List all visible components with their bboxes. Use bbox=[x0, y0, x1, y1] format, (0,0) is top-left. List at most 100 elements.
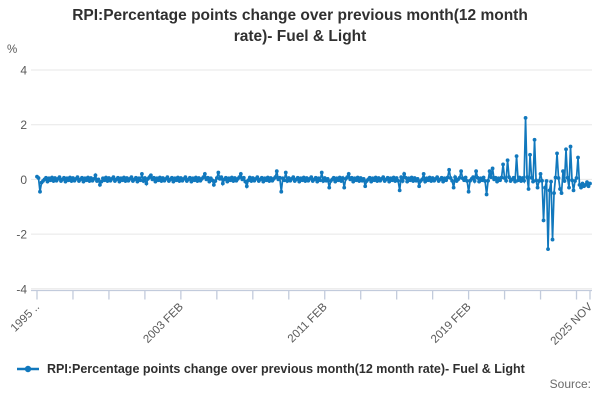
series-point-marker[interactable] bbox=[559, 191, 564, 195]
series-point-marker[interactable] bbox=[484, 192, 489, 197]
series-point-marker[interactable] bbox=[325, 176, 330, 181]
series-point-marker[interactable] bbox=[420, 177, 425, 182]
series-point-marker[interactable] bbox=[486, 178, 490, 183]
series-point-marker[interactable] bbox=[573, 179, 577, 183]
series-point-marker[interactable] bbox=[493, 175, 498, 180]
series-point-marker[interactable] bbox=[157, 175, 162, 180]
series-point-marker[interactable] bbox=[531, 179, 535, 184]
series-point-marker[interactable] bbox=[511, 175, 516, 180]
series-point-marker[interactable] bbox=[129, 175, 134, 180]
series-line[interactable] bbox=[36, 117, 591, 250]
series-point-marker[interactable] bbox=[98, 182, 102, 187]
series-point-marker[interactable] bbox=[439, 175, 444, 180]
series-point-marker[interactable] bbox=[453, 175, 458, 180]
series-point-marker[interactable] bbox=[331, 175, 336, 180]
series-point-marker[interactable] bbox=[171, 179, 176, 184]
series-point-marker[interactable] bbox=[159, 179, 164, 183]
series-point-marker[interactable] bbox=[471, 175, 476, 180]
series-point-marker[interactable] bbox=[265, 175, 270, 180]
series-point-marker[interactable] bbox=[80, 175, 84, 180]
series-point-marker[interactable] bbox=[111, 175, 116, 180]
series-point-marker[interactable] bbox=[523, 115, 528, 120]
series-point-marker[interactable] bbox=[255, 175, 260, 180]
series-point-marker[interactable] bbox=[213, 179, 218, 183]
series-point-marker[interactable] bbox=[514, 154, 519, 159]
series-point-marker[interactable] bbox=[507, 175, 511, 180]
series-point-marker[interactable] bbox=[285, 179, 290, 183]
series-point-marker[interactable] bbox=[211, 182, 216, 187]
series-point-marker[interactable] bbox=[279, 189, 284, 194]
series-point-marker[interactable] bbox=[504, 178, 508, 183]
series-point-marker[interactable] bbox=[550, 237, 555, 242]
series-point-marker[interactable] bbox=[207, 179, 212, 184]
series-point-marker[interactable] bbox=[549, 179, 553, 184]
series-point-marker[interactable] bbox=[399, 175, 404, 180]
series-point-marker[interactable] bbox=[189, 179, 194, 184]
series-point-marker[interactable] bbox=[193, 175, 198, 180]
series-point-marker[interactable] bbox=[135, 179, 140, 184]
series-point-marker[interactable] bbox=[297, 179, 302, 184]
series-point-marker[interactable] bbox=[499, 175, 504, 180]
series-point-marker[interactable] bbox=[553, 175, 558, 180]
series-point-marker[interactable] bbox=[400, 179, 405, 183]
series-point-marker[interactable] bbox=[409, 175, 414, 180]
series-point-marker[interactable] bbox=[546, 247, 550, 252]
series-point-marker[interactable] bbox=[237, 175, 242, 180]
series-point-marker[interactable] bbox=[483, 179, 487, 183]
series-point-marker[interactable] bbox=[561, 169, 565, 174]
series-point-marker[interactable] bbox=[333, 179, 338, 184]
series-point-marker[interactable] bbox=[474, 169, 478, 174]
series-point-marker[interactable] bbox=[355, 175, 360, 180]
series-point-marker[interactable] bbox=[183, 175, 188, 180]
series-point-marker[interactable] bbox=[243, 179, 248, 184]
series-point-marker[interactable] bbox=[475, 175, 480, 180]
series-point-marker[interactable] bbox=[177, 179, 182, 183]
series-point-marker[interactable] bbox=[576, 155, 580, 160]
series-point-marker[interactable] bbox=[588, 181, 592, 186]
series-point-marker[interactable] bbox=[87, 179, 92, 183]
series-point-marker[interactable] bbox=[529, 175, 534, 180]
series-point-marker[interactable] bbox=[149, 173, 153, 178]
series-point-marker[interactable] bbox=[337, 175, 342, 180]
series-point-marker[interactable] bbox=[93, 173, 98, 178]
series-point-marker[interactable] bbox=[396, 178, 401, 183]
series-point-marker[interactable] bbox=[357, 179, 362, 183]
series-point-marker[interactable] bbox=[534, 178, 538, 183]
series-point-marker[interactable] bbox=[423, 179, 428, 184]
series-point-marker[interactable] bbox=[339, 179, 344, 183]
series-point-marker[interactable] bbox=[427, 175, 432, 180]
series-point-marker[interactable] bbox=[169, 175, 174, 180]
series-point-marker[interactable] bbox=[447, 167, 452, 172]
series-point-marker[interactable] bbox=[541, 218, 546, 223]
series-point-marker[interactable] bbox=[555, 151, 559, 156]
series-point-marker[interactable] bbox=[202, 172, 207, 176]
series-point-marker[interactable] bbox=[417, 184, 422, 189]
series-point-marker[interactable] bbox=[321, 179, 326, 183]
series-point-marker[interactable] bbox=[220, 181, 225, 186]
series-point-marker[interactable] bbox=[340, 176, 345, 180]
series-point-marker[interactable] bbox=[68, 175, 72, 180]
series-point-marker[interactable] bbox=[229, 175, 234, 180]
series-point-marker[interactable] bbox=[405, 179, 410, 184]
series-point-marker[interactable] bbox=[187, 175, 192, 180]
series-point-marker[interactable] bbox=[309, 175, 314, 180]
series-point-marker[interactable] bbox=[282, 178, 287, 183]
series-point-marker[interactable] bbox=[138, 178, 143, 183]
series-point-marker[interactable] bbox=[403, 175, 408, 180]
series-point-marker[interactable] bbox=[487, 169, 492, 174]
series-point-marker[interactable] bbox=[451, 185, 456, 190]
series-point-marker[interactable] bbox=[519, 179, 523, 183]
series-point-marker[interactable] bbox=[367, 175, 372, 180]
series-point-marker[interactable] bbox=[445, 175, 450, 180]
series-point-marker[interactable] bbox=[241, 175, 246, 180]
series-point-marker[interactable] bbox=[369, 179, 374, 184]
series-point-marker[interactable] bbox=[465, 179, 470, 183]
series-point-marker[interactable] bbox=[216, 170, 221, 175]
series-point-marker[interactable] bbox=[565, 175, 570, 180]
series-point-marker[interactable] bbox=[62, 175, 66, 180]
series-point-marker[interactable] bbox=[50, 175, 54, 180]
series-point-marker[interactable] bbox=[393, 179, 398, 183]
series-point-marker[interactable] bbox=[381, 175, 386, 180]
series-point-marker[interactable] bbox=[472, 179, 477, 183]
series-point-marker[interactable] bbox=[123, 179, 128, 183]
